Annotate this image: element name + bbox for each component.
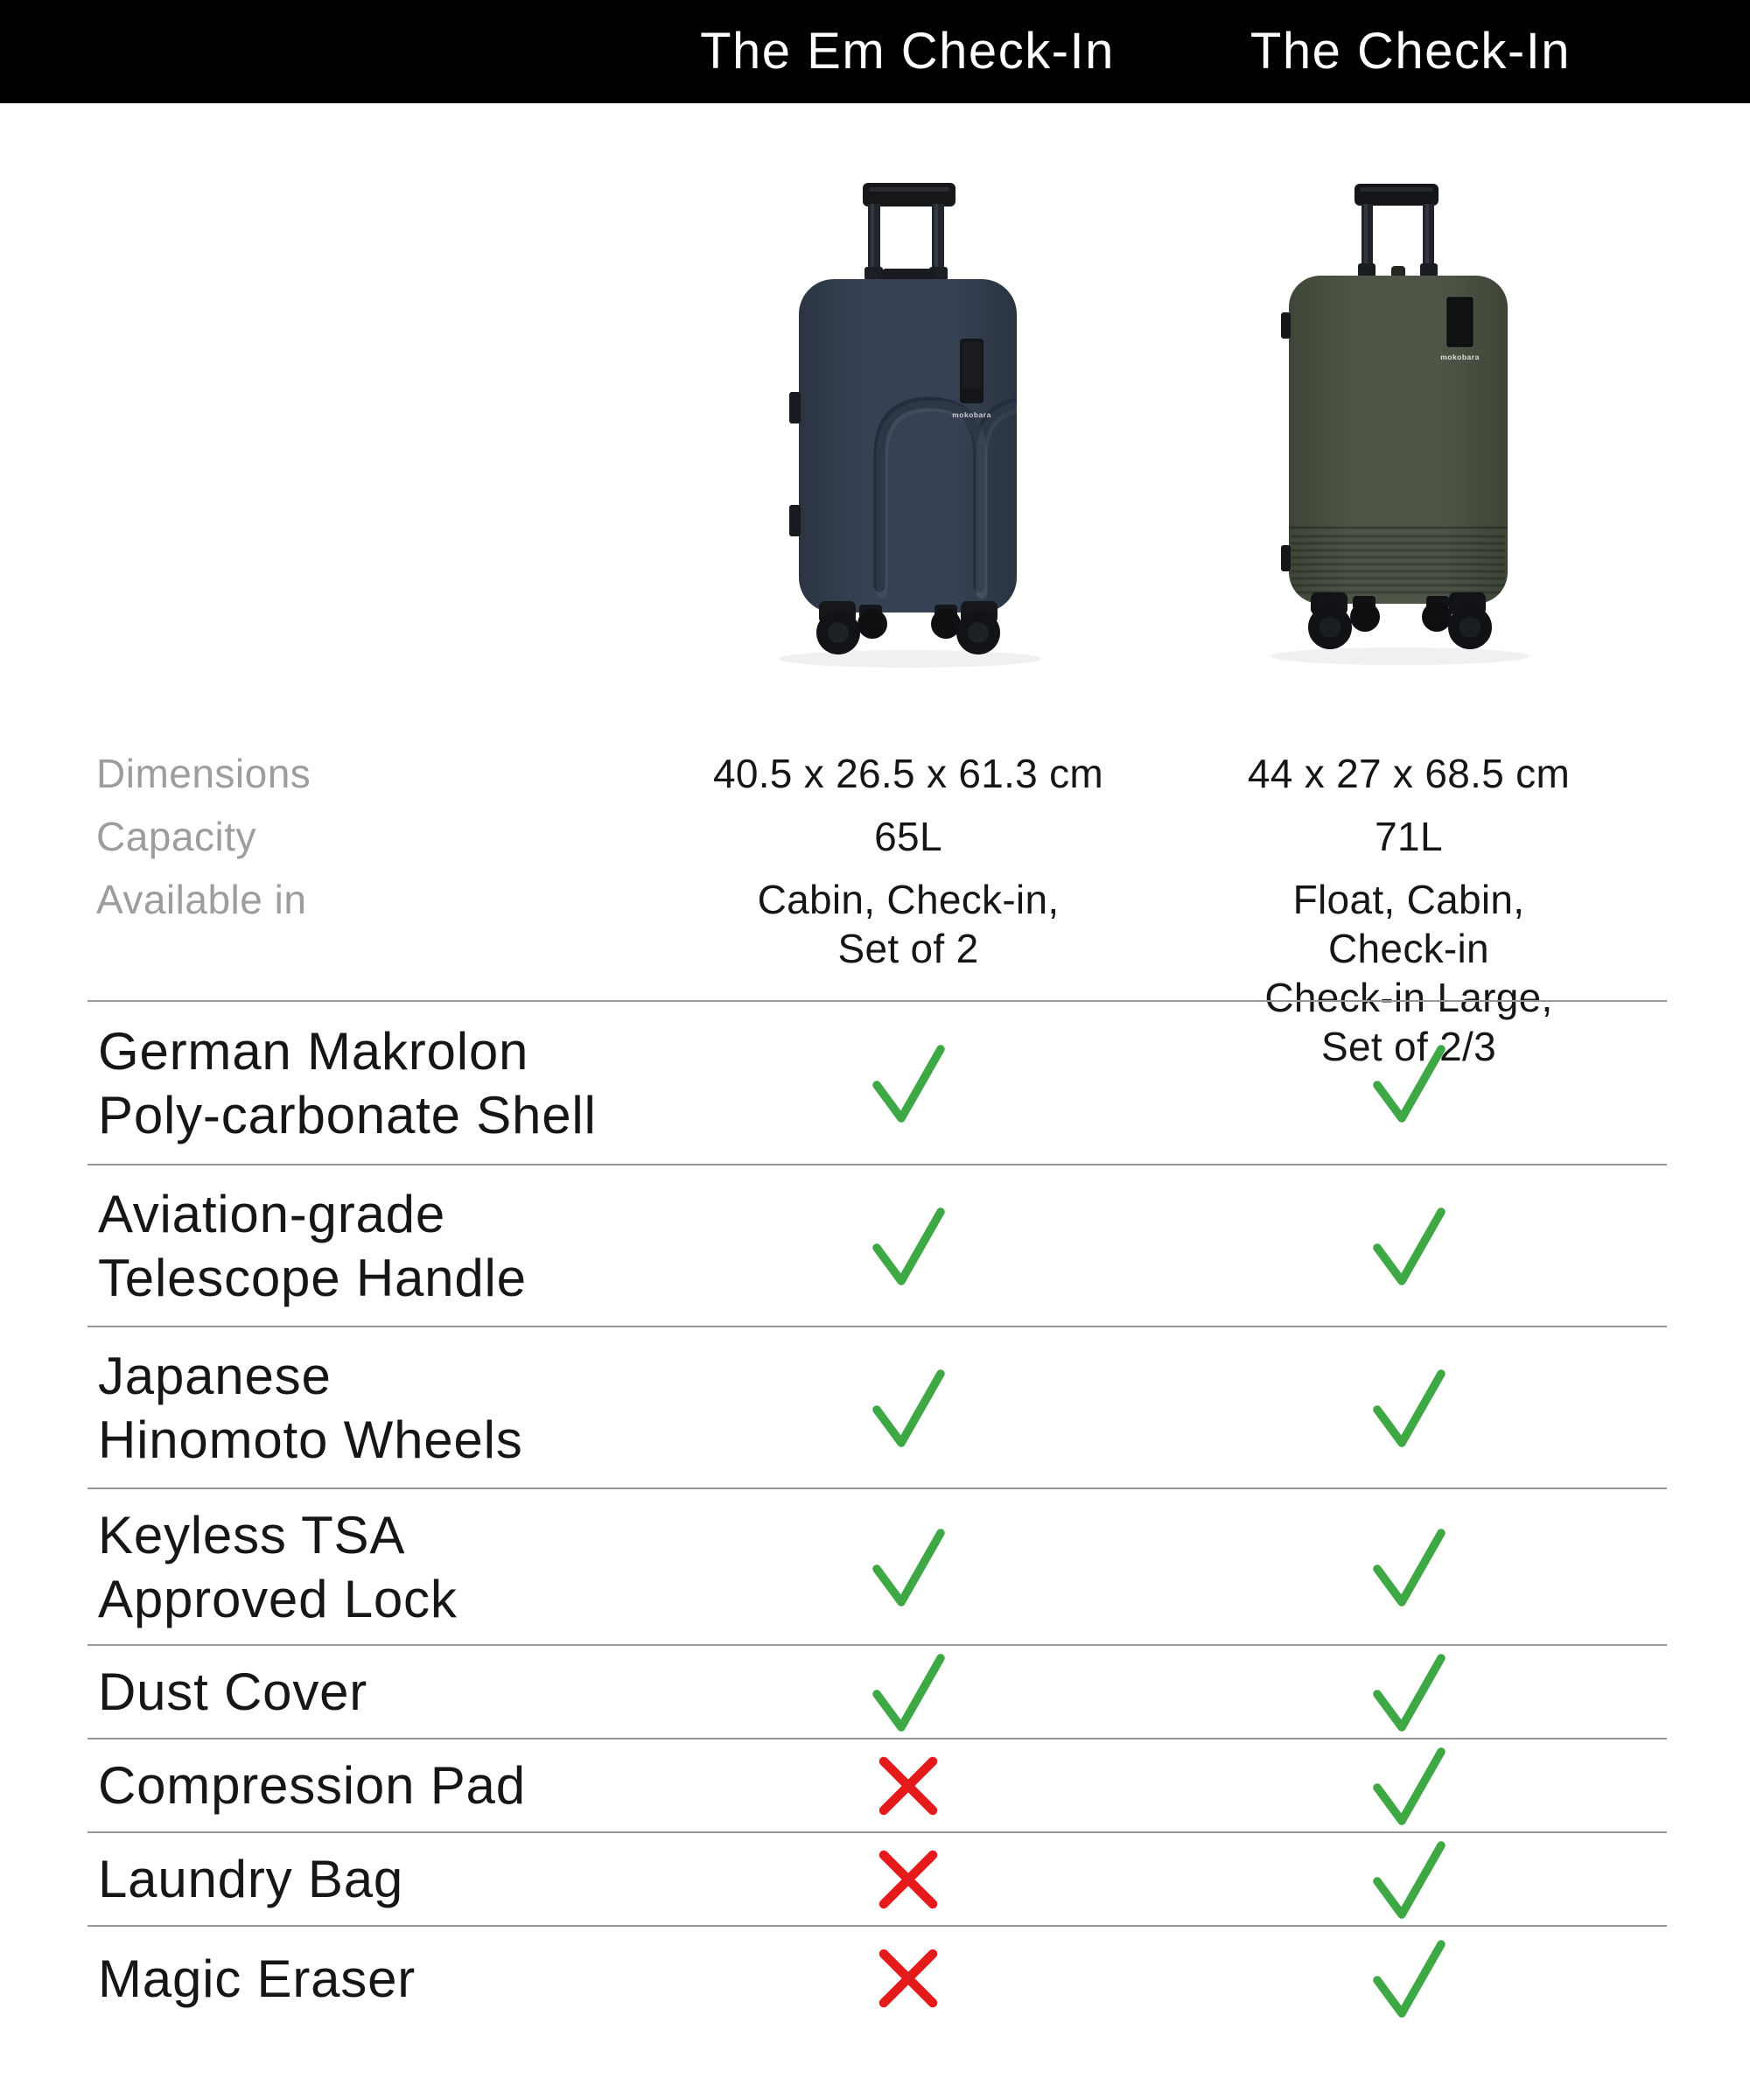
feature-mark-cell <box>866 1041 950 1125</box>
feature-label: Dust Cover <box>98 1662 368 1721</box>
spec-available-checkin: Float, Cabin, Check-in Check-in Large, S… <box>1264 877 1553 1069</box>
shadow <box>779 650 1041 668</box>
check-icon <box>872 1653 945 1732</box>
check-icon <box>1373 1368 1446 1447</box>
spec-label-capacity: Capacity <box>96 814 256 859</box>
spec-capacity-checkin: 71L <box>1375 814 1443 859</box>
base-ridges <box>1289 526 1508 594</box>
check-icon <box>872 1528 945 1606</box>
feature-row-wheels: Japanese Hinomoto Wheels <box>88 1326 1667 1488</box>
check-icon <box>1373 1940 1446 2018</box>
feature-mark-cell <box>1367 1744 1451 1828</box>
spec-dimensions-em: 40.5 x 26.5 x 61.3 cm <box>712 751 1104 796</box>
feature-label: Japanese Hinomoto Wheels <box>98 1346 523 1469</box>
brand-label-patch <box>960 339 984 403</box>
feature-mark-cell <box>866 1650 950 1734</box>
carry-handle <box>880 269 936 281</box>
check-icon <box>872 1044 945 1123</box>
feature-mark-cell <box>1367 1936 1451 2020</box>
check-icon <box>1373 1528 1446 1606</box>
brand-wordmark: mokobara <box>952 410 991 419</box>
feature-row-lock: Keyless TSA Approved Lock <box>88 1488 1667 1644</box>
hinge-tabs <box>1281 312 1291 571</box>
feature-mark-cell <box>866 1744 950 1828</box>
feature-mark-cell <box>1367 1838 1451 1922</box>
feature-label: Compression Pad <box>98 1756 526 1815</box>
em-check-in-product-image: mokobara <box>779 183 1041 668</box>
suitcase-body <box>1289 276 1508 604</box>
check-icon <box>872 1207 945 1285</box>
feature-row-handle: Aviation-grade Telescope Handle <box>88 1164 1667 1326</box>
spec-label-available-in: Available in <box>96 877 307 922</box>
hinge-tabs <box>789 392 801 536</box>
feature-row-magic-eraser: Magic Eraser <box>88 1925 1667 2030</box>
feature-mark-cell <box>1367 1525 1451 1609</box>
header-bar: The Em Check-In The Check-In <box>0 0 1750 103</box>
feature-label: Magic Eraser <box>98 1949 416 2008</box>
feature-mark-cell <box>866 1366 950 1450</box>
feature-row-dust-cover: Dust Cover <box>88 1644 1667 1738</box>
cross-icon <box>878 1949 938 2008</box>
feature-mark-cell <box>1367 1204 1451 1288</box>
check-icon <box>872 1368 945 1447</box>
feature-label: Aviation-grade Telescope Handle <box>98 1184 527 1307</box>
brand-wordmark: mokobara <box>1440 353 1480 361</box>
brand-label-patch <box>1446 296 1474 348</box>
spec-label-dimensions: Dimensions <box>96 751 312 796</box>
feature-table: German Makrolon Poly-carbonate Shell Avi… <box>88 1000 1667 2030</box>
feature-row-compression-pad: Compression Pad <box>88 1738 1667 1831</box>
feature-mark-cell <box>866 1936 950 2020</box>
check-icon <box>1373 1653 1446 1732</box>
feature-mark-cell <box>866 1838 950 1922</box>
column-title-check-in: The Check-In <box>1250 23 1572 80</box>
feature-label: Keyless TSA Approved Lock <box>98 1505 458 1628</box>
feature-row-shell: German Makrolon Poly-carbonate Shell <box>88 1000 1667 1164</box>
feature-mark-cell <box>1367 1650 1451 1734</box>
feature-row-laundry-bag: Laundry Bag <box>88 1831 1667 1925</box>
shadow <box>1270 648 1530 665</box>
feature-label: German Makrolon Poly-carbonate Shell <box>98 1021 597 1144</box>
spec-available-em: Cabin, Check-in, Set of 2 <box>757 877 1060 971</box>
feature-mark-cell <box>866 1525 950 1609</box>
check-icon <box>1373 1840 1446 1919</box>
spec-capacity-em: 65L <box>874 814 942 859</box>
embossed-m-logo <box>873 396 1017 599</box>
feature-label: Laundry Bag <box>98 1850 404 1908</box>
feature-mark-cell <box>1367 1041 1451 1125</box>
column-title-em-check-in: The Em Check-In <box>700 23 1115 80</box>
spec-dimensions-checkin: 44 x 27 x 68.5 cm <box>1247 751 1571 796</box>
feature-mark-cell <box>1367 1366 1451 1450</box>
telescope-handle <box>1354 184 1438 277</box>
check-icon <box>1373 1746 1446 1825</box>
check-icon <box>1373 1044 1446 1123</box>
cross-icon <box>878 1850 938 1908</box>
feature-mark-cell <box>866 1204 950 1288</box>
check-in-product-image: mokobara <box>1270 184 1530 665</box>
wheels <box>1308 592 1492 649</box>
cross-icon <box>878 1756 938 1815</box>
telescope-handle <box>863 183 956 283</box>
check-icon <box>1373 1207 1446 1285</box>
wheels <box>816 601 1000 654</box>
